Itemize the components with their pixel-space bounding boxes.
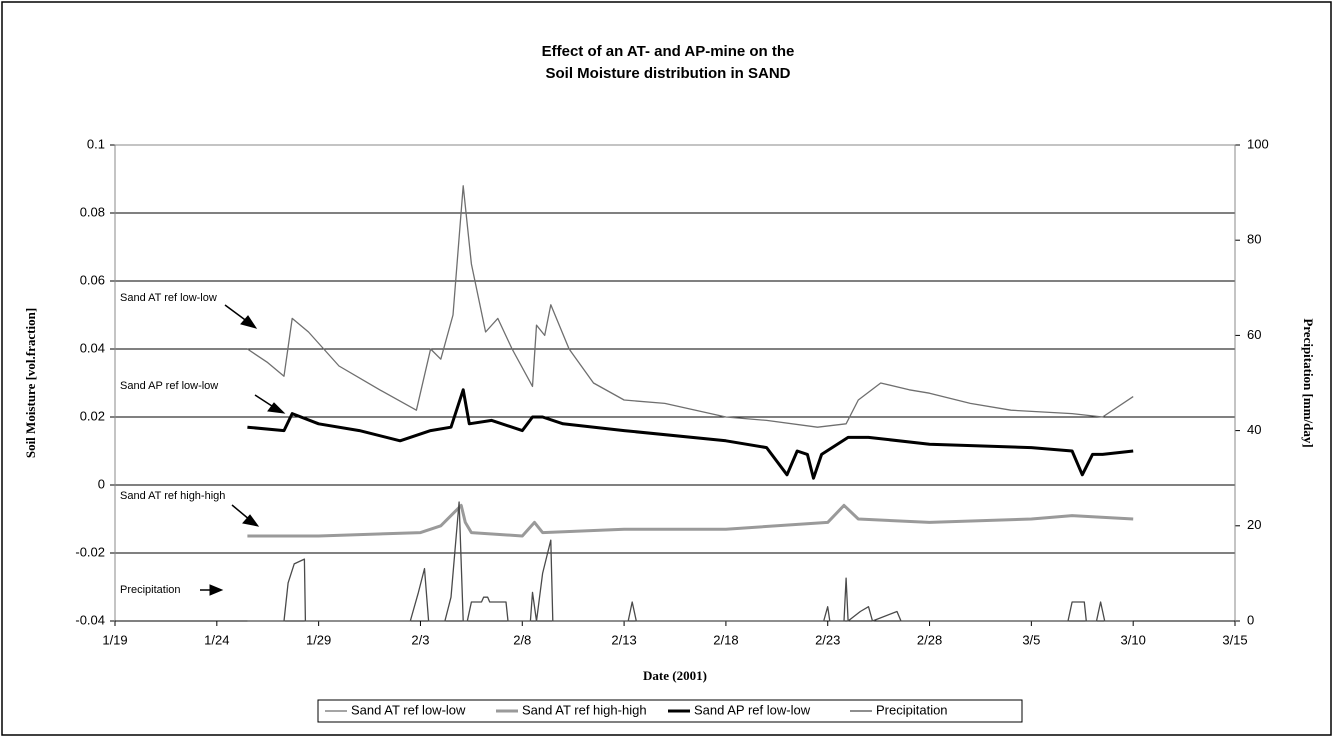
legend-label: Sand AT ref high-high [522, 702, 647, 717]
chart-title: Soil Moisture distribution in SAND [546, 65, 791, 82]
x-tick-label: 1/24 [204, 632, 229, 647]
arrows [200, 304, 286, 596]
series-line [247, 501, 1134, 622]
annotation: Sand AT ref low-low [120, 292, 217, 304]
legend-label: Precipitation [876, 702, 948, 717]
legend-label: Sand AP ref low-low [694, 702, 811, 717]
x-tick-label: 1/29 [306, 632, 331, 647]
x-tick-label: 3/5 [1022, 632, 1040, 647]
x-tick-label: 2/8 [513, 632, 531, 647]
x-tick-label: 2/13 [611, 632, 636, 647]
annotation: Sand AP ref low-low [120, 380, 218, 392]
y-tick-label: -0.02 [75, 544, 105, 559]
x-tick-label: 1/19 [102, 632, 127, 647]
x-tick-label: 3/15 [1222, 632, 1247, 647]
y-tick-label: 0.08 [80, 204, 105, 219]
x-tick-label: 2/3 [411, 632, 429, 647]
y2-tick-label: 80 [1247, 232, 1261, 247]
annotation: Sand AT ref high-high [120, 490, 225, 502]
y-tick-label: 0.06 [80, 272, 105, 287]
y-tick-label: 0 [98, 476, 105, 491]
y-tick-label: 0.02 [80, 408, 105, 423]
x-tick-label: 3/10 [1121, 632, 1146, 647]
x-tick-label: 2/18 [713, 632, 738, 647]
x-axis-title: Date (2001) [643, 668, 707, 683]
y2-tick-label: 60 [1247, 327, 1261, 342]
annotation: Precipitation [120, 584, 181, 596]
series-line [247, 185, 1134, 428]
series-line [247, 503, 1134, 538]
y2-tick-label: 40 [1247, 422, 1261, 437]
y-tick-label: -0.04 [75, 612, 105, 627]
y2-tick-label: 100 [1247, 136, 1269, 151]
x-tick-label: 2/28 [917, 632, 942, 647]
series-line [247, 388, 1134, 480]
legend-label: Sand AT ref low-low [351, 702, 466, 717]
y-tick-label: 0.1 [87, 136, 105, 151]
y2-tick-label: 20 [1247, 517, 1261, 532]
x-tick-label: 2/23 [815, 632, 840, 647]
y2-axis-title: Precipitation [mm/day] [1301, 318, 1316, 447]
chart-title: Effect of an AT- and AP-mine on the [542, 43, 795, 60]
y-tick-label: 0.04 [80, 340, 105, 355]
y-axis-title: Soil Moisture [vol.fraction] [23, 308, 38, 458]
y2-tick-label: 0 [1247, 612, 1254, 627]
